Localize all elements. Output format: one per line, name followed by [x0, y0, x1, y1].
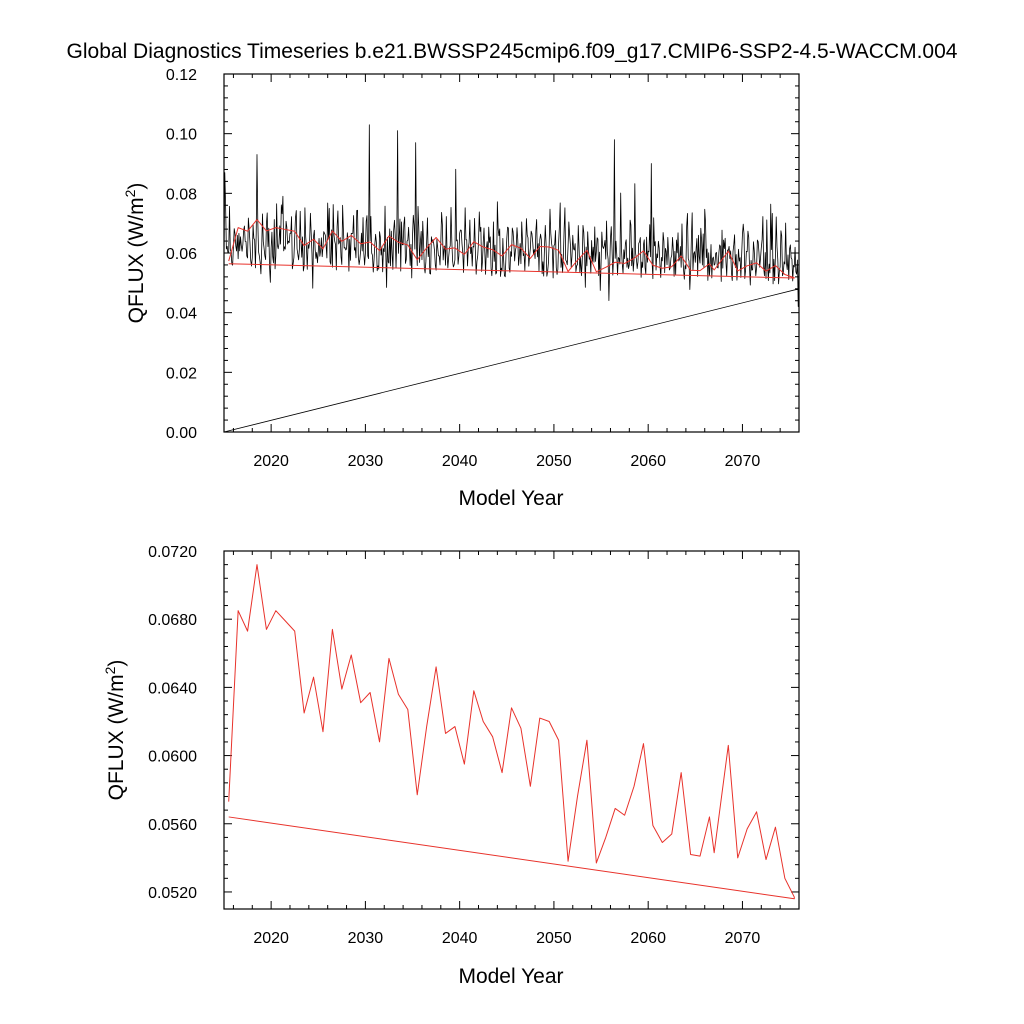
x-tick-label: 2070 [725, 453, 761, 470]
bottom-series [228, 564, 795, 900]
bottom-ticks: 2020 2030 2040 2050 2060 2070 0.0520 0.0560 0.06… [148, 544, 800, 947]
top-y-axis-label-tail: ) [125, 183, 148, 190]
x-tick-label: 2050 [536, 453, 572, 470]
series-line-annual-mean [228, 219, 795, 279]
bottom-plot-frame [223, 550, 800, 910]
y-tick-label: 0.0640 [148, 680, 197, 697]
bottom-y-axis-label-tail: ) [105, 660, 128, 667]
bottom-panel: 2020 2030 2040 2050 2060 2070 0.0520 0.0560 0.06… [102, 544, 800, 988]
x-tick-label: 2040 [442, 453, 478, 470]
x-tick-label: 2030 [348, 453, 384, 470]
bottom-y-axis-label-sup: 2 [102, 666, 118, 674]
top-x-axis-label: Model Year [458, 487, 563, 510]
y-tick-label: 0.0680 [148, 612, 197, 629]
x-tick-label: 2020 [253, 453, 289, 470]
bottom-y-axis-label-main: QFLUX (W/m [105, 674, 128, 800]
bottom-y-axis-label: QFLUX (W/m2) [102, 660, 128, 801]
x-tick-label: 2020 [253, 930, 289, 947]
top-y-axis-label-main: QFLUX (W/m [125, 197, 148, 323]
top-ticks: 2020 2030 2040 2050 2060 2070 0.00 0.02 0.04 0.06… [166, 67, 800, 470]
top-y-axis-label-sup: 2 [122, 189, 138, 197]
y-tick-label: 0.08 [166, 186, 197, 203]
top-y-axis-label: QFLUX (W/m2) [122, 183, 148, 324]
series-line-monthly [223, 124, 800, 433]
y-tick-label: 0.0560 [148, 817, 197, 834]
series-line-annual-mean [228, 564, 795, 900]
figure-title: Global Diagnostics Timeseries b.e21.BWSS… [67, 40, 958, 63]
y-tick-label: 0.06 [166, 246, 197, 263]
bottom-x-axis-label: Model Year [458, 965, 563, 988]
x-tick-label: 2060 [630, 453, 666, 470]
x-tick-label: 2060 [630, 930, 666, 947]
y-tick-label: 0.00 [166, 425, 197, 442]
y-tick-label: 0.12 [166, 67, 197, 84]
x-tick-label: 2070 [725, 930, 761, 947]
y-tick-label: 0.04 [166, 306, 197, 323]
top-series [223, 124, 800, 433]
top-panel: 2020 2030 2040 2050 2060 2070 0.00 0.02 0.04 0.06… [122, 67, 800, 510]
x-tick-label: 2030 [348, 930, 384, 947]
y-tick-label: 0.02 [166, 365, 197, 382]
y-tick-label: 0.0600 [148, 749, 197, 766]
x-tick-label: 2040 [442, 930, 478, 947]
y-tick-label: 0.0720 [148, 544, 197, 561]
x-tick-label: 2050 [536, 930, 572, 947]
y-tick-label: 0.10 [166, 127, 197, 144]
y-tick-label: 0.0520 [148, 885, 197, 902]
